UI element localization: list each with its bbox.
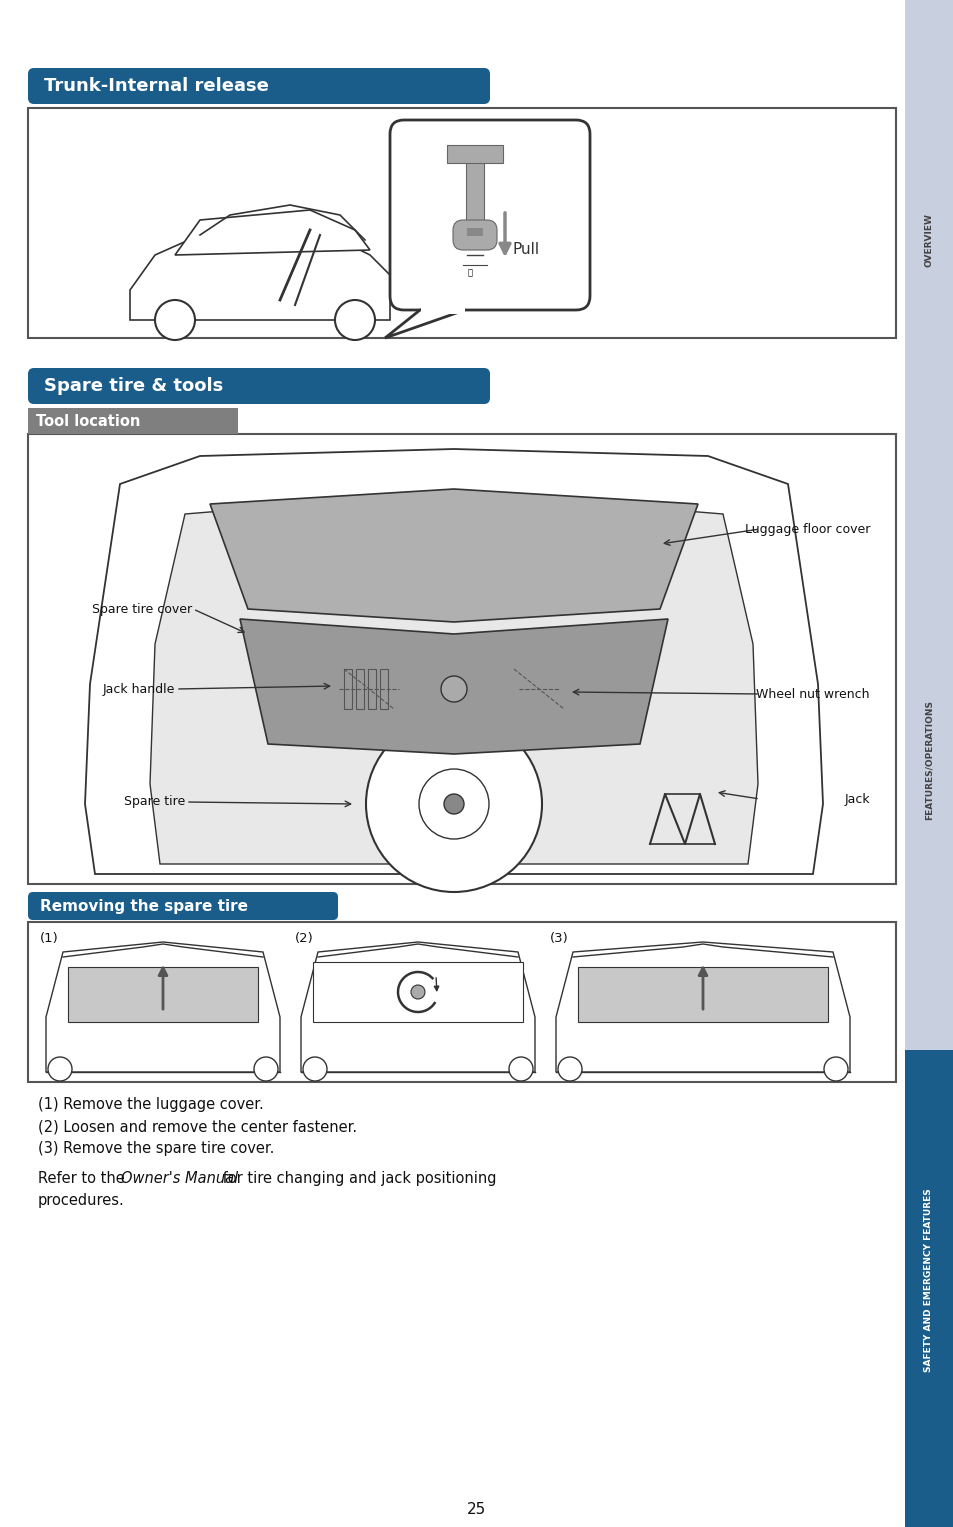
Bar [904, 479, 953, 1051]
Text: 👤: 👤 [467, 269, 472, 276]
Text: Jack: Jack [843, 793, 869, 806]
Text: (2) Loosen and remove the center fastener.: (2) Loosen and remove the center fastene… [38, 1119, 356, 1135]
Text: FEATURES/OPERATIONS: FEATURES/OPERATIONS [923, 699, 933, 820]
Bar [904, 1051, 953, 1527]
FancyBboxPatch shape [28, 368, 490, 405]
Circle shape [418, 770, 489, 838]
Bar [467, 228, 482, 237]
Text: (1) Remove the luggage cover.: (1) Remove the luggage cover. [38, 1096, 263, 1112]
Polygon shape [46, 942, 280, 1072]
Circle shape [440, 676, 467, 702]
FancyBboxPatch shape [28, 892, 337, 919]
FancyBboxPatch shape [453, 220, 497, 250]
Circle shape [154, 299, 194, 341]
Circle shape [443, 794, 463, 814]
Text: Wheel nut wrench: Wheel nut wrench [756, 687, 869, 701]
Circle shape [558, 1057, 581, 1081]
Polygon shape [240, 618, 667, 754]
Bar [355, 669, 364, 709]
Text: (3) Remove the spare tire cover.: (3) Remove the spare tire cover. [38, 1141, 274, 1156]
Text: Luggage floor cover: Luggage floor cover [744, 522, 869, 536]
Bar [68, 967, 257, 1022]
Circle shape [335, 299, 375, 341]
Bar [368, 669, 375, 709]
Circle shape [823, 1057, 847, 1081]
Text: (2): (2) [294, 931, 314, 945]
Text: Trunk-Internal release: Trunk-Internal release [44, 76, 269, 95]
Text: Spare tire & tools: Spare tire & tools [44, 377, 223, 395]
Circle shape [509, 1057, 533, 1081]
Bar [465, 150, 483, 224]
Polygon shape [385, 310, 464, 337]
Bar [379, 669, 388, 709]
Bar [904, 0, 953, 1527]
Bar [447, 145, 502, 163]
Bar [344, 669, 352, 709]
Polygon shape [150, 492, 758, 864]
Circle shape [48, 1057, 71, 1081]
Polygon shape [556, 942, 849, 1072]
Bar [904, 0, 953, 479]
Bar [420, 308, 464, 315]
Polygon shape [85, 449, 822, 873]
Bar [28, 408, 237, 434]
Text: Owner's Manual: Owner's Manual [121, 1171, 238, 1186]
Text: procedures.: procedures. [38, 1193, 125, 1208]
Bar [578, 967, 827, 1022]
Circle shape [253, 1057, 277, 1081]
Text: OVERVIEW: OVERVIEW [923, 214, 933, 267]
Text: Refer to the: Refer to the [38, 1171, 130, 1186]
Circle shape [411, 985, 424, 999]
Text: SAFETY AND EMERGENCY FEATURES: SAFETY AND EMERGENCY FEATURES [923, 1188, 933, 1371]
Text: 25: 25 [467, 1503, 486, 1518]
Text: Spare tire cover: Spare tire cover [91, 603, 192, 615]
Polygon shape [301, 942, 535, 1072]
Polygon shape [130, 231, 390, 321]
FancyBboxPatch shape [28, 69, 490, 104]
Text: Spare tire: Spare tire [124, 796, 185, 808]
Text: Removing the spare tire: Removing the spare tire [40, 898, 248, 913]
Polygon shape [210, 489, 698, 621]
Text: for tire changing and jack positioning: for tire changing and jack positioning [218, 1171, 496, 1186]
Bar [28, 434, 895, 884]
Text: Pull: Pull [513, 243, 539, 258]
Bar [28, 108, 895, 337]
Text: Jack handle: Jack handle [103, 683, 174, 695]
Text: (1): (1) [40, 931, 59, 945]
FancyBboxPatch shape [390, 121, 589, 310]
Circle shape [303, 1057, 327, 1081]
Bar [28, 922, 895, 1083]
Circle shape [366, 716, 541, 892]
Text: (3): (3) [550, 931, 568, 945]
Bar [313, 962, 522, 1022]
Polygon shape [174, 211, 370, 255]
Text: Tool location: Tool location [36, 414, 140, 429]
